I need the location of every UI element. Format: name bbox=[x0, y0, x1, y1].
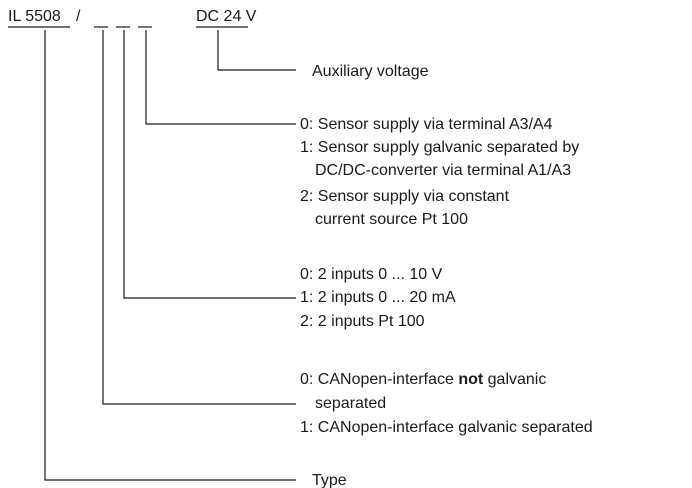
connector bbox=[123, 30, 296, 299]
option: 2: Sensor supply via constant bbox=[300, 188, 510, 205]
option: 1: Sensor supply galvanic separated by bbox=[300, 139, 579, 156]
option: 0: 2 inputs 0 ... 10 V bbox=[300, 266, 443, 283]
field-label: Auxiliary voltage bbox=[312, 63, 429, 80]
field-label: Type bbox=[312, 472, 347, 488]
connector bbox=[145, 30, 296, 125]
option: 0: Sensor supply via terminal A3/A4 bbox=[300, 116, 553, 133]
code-prefix: IL 5508 bbox=[8, 8, 61, 25]
code-separator: / bbox=[76, 8, 81, 25]
option: 0: CANopen-interface not galvanic bbox=[300, 371, 546, 388]
option-text: 0: CANopen-interface bbox=[300, 371, 454, 388]
code-suffix: DC 24 V bbox=[196, 8, 257, 25]
option: 1: 2 inputs 0 ... 20 mA bbox=[300, 289, 456, 306]
option-emphasis: not bbox=[458, 371, 484, 388]
option: 2: 2 inputs Pt 100 bbox=[300, 313, 425, 330]
option-continued: separated bbox=[315, 395, 386, 412]
option-continued: DC/DC-converter via terminal A1/A3 bbox=[315, 162, 571, 179]
connector bbox=[44, 30, 296, 481]
option: 1: CANopen-interface galvanic separated bbox=[300, 419, 593, 436]
option-continued: current source Pt 100 bbox=[315, 211, 468, 228]
connector bbox=[217, 30, 296, 71]
connector bbox=[102, 30, 296, 405]
option-text: galvanic bbox=[488, 371, 547, 388]
